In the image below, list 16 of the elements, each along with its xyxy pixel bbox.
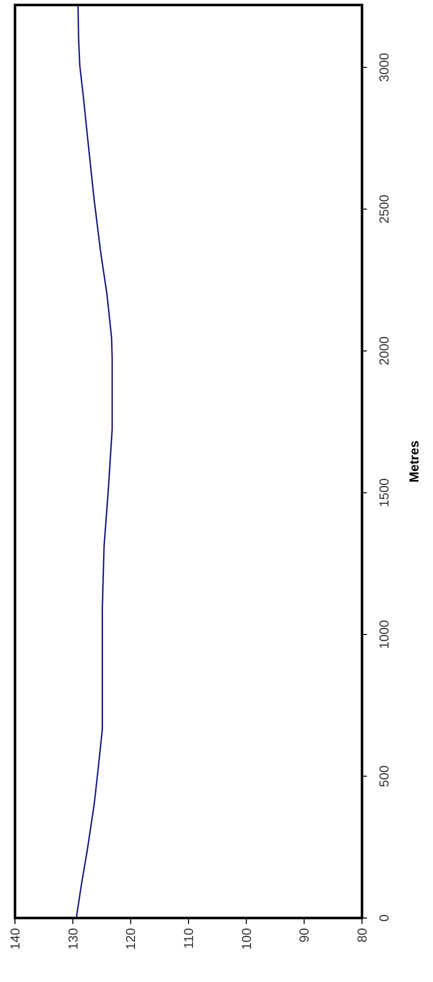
x-tick-label: 100 (238, 928, 254, 950)
y-tick-label: 2500 (376, 194, 392, 224)
x-tick-label: 110 (181, 928, 196, 949)
x-tick-label: 140 (8, 928, 23, 950)
x-tick-label: 120 (123, 928, 138, 950)
y-tick-label: 3000 (376, 52, 392, 82)
y-tick-label: 1500 (376, 478, 392, 508)
line-series (76, 4, 113, 919)
x-tick-label: 130 (65, 928, 80, 950)
y-tick-label: 1000 (376, 620, 392, 649)
x-tick-label: 80 (354, 928, 370, 942)
y-axis-title: Metres (406, 440, 422, 482)
y-tick-label: 2000 (376, 336, 392, 366)
x-tick-label: 90 (296, 928, 312, 942)
y-tick-label: 500 (376, 765, 392, 788)
y-tick-label: 0 (376, 914, 392, 922)
